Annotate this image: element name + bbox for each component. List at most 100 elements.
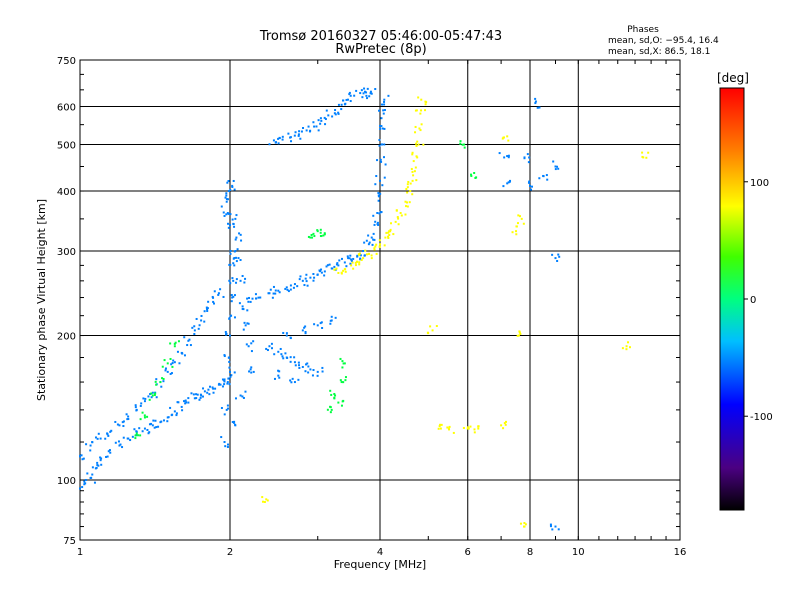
data-point (345, 265, 348, 268)
data-point (233, 264, 236, 267)
data-point (515, 225, 518, 228)
data-point (155, 378, 158, 381)
data-point (503, 422, 506, 425)
data-point (183, 400, 186, 403)
data-point (229, 189, 232, 192)
data-point (312, 121, 315, 124)
data-point (363, 90, 366, 93)
x-tick-label: 8 (527, 547, 533, 558)
data-point (359, 254, 362, 257)
data-point (384, 236, 387, 239)
data-point (280, 353, 283, 356)
data-point (96, 464, 99, 467)
data-point (528, 180, 531, 183)
data-point (206, 307, 209, 310)
data-point (307, 365, 310, 368)
data-point (223, 355, 226, 358)
data-point (323, 270, 326, 273)
data-point (274, 141, 277, 144)
data-point (266, 349, 269, 352)
data-point (509, 179, 512, 182)
data-point (358, 261, 361, 264)
data-point (151, 394, 154, 397)
data-point (316, 230, 319, 233)
data-point (129, 439, 132, 442)
data-point (365, 91, 368, 94)
data-point (305, 273, 308, 276)
data-point (96, 461, 99, 464)
data-point (91, 473, 94, 476)
data-point (446, 426, 449, 429)
data-point (138, 427, 141, 430)
data-point (378, 239, 381, 242)
data-point (344, 376, 347, 379)
data-point (296, 285, 299, 288)
axis-ticks: 1 2 4 6 8 10 16 75 100 200 300 400 500 600 750 (57, 56, 686, 558)
data-point (517, 334, 520, 337)
data-point (238, 302, 241, 305)
data-point (404, 200, 407, 203)
data-point (151, 424, 154, 427)
data-point (313, 276, 316, 279)
data-point (320, 268, 323, 271)
data-point (350, 259, 353, 262)
data-point (250, 342, 253, 345)
data-point (267, 292, 270, 295)
data-point (246, 309, 249, 312)
data-point (647, 151, 650, 154)
data-point (250, 350, 253, 353)
data-point (143, 427, 146, 430)
data-point (334, 109, 337, 112)
data-point (367, 252, 370, 255)
data-point (163, 359, 166, 362)
data-point (556, 259, 559, 262)
data-point (203, 390, 206, 393)
data-point (273, 353, 276, 356)
data-point (143, 416, 146, 419)
data-point (378, 109, 381, 112)
data-point (297, 133, 300, 136)
data-point (192, 393, 195, 396)
data-point (104, 437, 107, 440)
data-point (407, 180, 410, 183)
data-point (169, 342, 172, 345)
data-point (341, 400, 344, 403)
data-point (255, 297, 258, 300)
data-point (99, 459, 102, 462)
data-point (388, 230, 391, 233)
data-point (438, 425, 441, 428)
data-point (416, 140, 419, 143)
data-point (301, 365, 304, 368)
data-point (333, 268, 336, 271)
data-point (231, 218, 234, 221)
data-point (185, 401, 188, 404)
data-point (545, 174, 548, 177)
data-point (289, 360, 292, 363)
data-point (248, 370, 251, 373)
data-point (293, 283, 296, 286)
data-point (523, 157, 526, 160)
data-point (530, 185, 533, 188)
data-point (383, 176, 386, 179)
data-point (352, 257, 355, 260)
data-point (381, 143, 384, 146)
data-point (323, 116, 326, 119)
data-point (375, 243, 378, 246)
data-point (232, 262, 235, 265)
data-point (349, 94, 352, 97)
data-point (549, 523, 552, 526)
data-point (473, 428, 476, 431)
colorbar-ticks: 100 0 -100 (744, 178, 773, 423)
data-point (515, 233, 518, 236)
data-point (312, 369, 315, 372)
data-point (108, 449, 111, 452)
data-point (312, 279, 315, 282)
data-point (376, 159, 379, 162)
data-point (234, 217, 237, 220)
data-point (365, 94, 368, 97)
data-point (221, 385, 224, 388)
data-point (218, 382, 221, 385)
data-point (139, 418, 142, 421)
data-point (250, 371, 253, 374)
data-point (367, 234, 370, 237)
